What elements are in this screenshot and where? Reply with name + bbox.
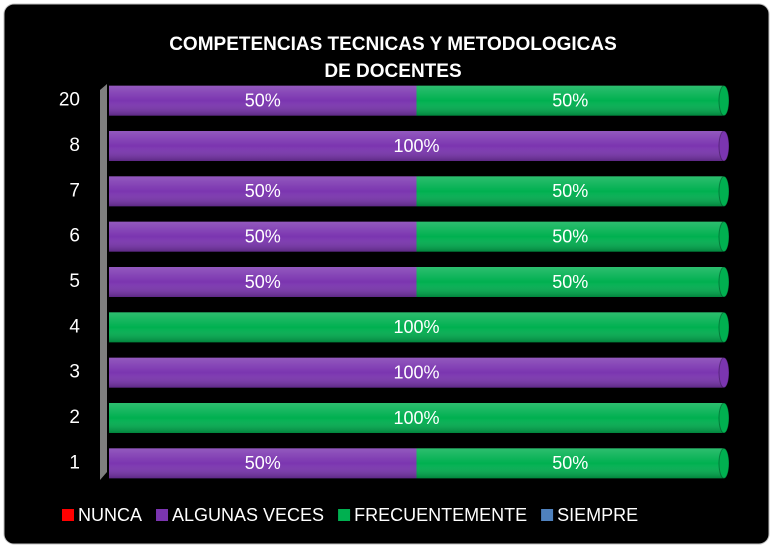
- data-label: 50%: [245, 453, 281, 473]
- bar-cap: [718, 130, 730, 162]
- bar-cap: [718, 447, 730, 479]
- bar-shade: [109, 357, 724, 388]
- legend-marker: [156, 509, 169, 521]
- y-tick-label: 7: [69, 180, 80, 201]
- bar-shade: [416, 176, 724, 207]
- y-tick-label: 4: [69, 316, 80, 337]
- bar-cap: [718, 357, 730, 389]
- data-label: 100%: [393, 317, 439, 337]
- data-label: 50%: [245, 181, 281, 201]
- bar-shade: [416, 448, 724, 479]
- bar-shade: [109, 448, 417, 479]
- data-label: 100%: [393, 408, 439, 428]
- bar-shade: [109, 176, 417, 207]
- bar-shade: [416, 85, 724, 116]
- y-tick-label: 5: [69, 271, 80, 292]
- legend-label: NUNCA: [78, 505, 142, 525]
- data-label: 50%: [552, 272, 588, 292]
- data-label: 50%: [245, 272, 281, 292]
- legend-marker: [541, 509, 554, 521]
- bar-cap: [718, 311, 730, 343]
- y-tick-label: 8: [69, 135, 80, 156]
- bar-cap: [718, 175, 730, 207]
- chart-title: COMPETENCIAS TECNICAS Y METODOLOGICAS: [169, 34, 617, 55]
- bar-shade: [109, 403, 724, 433]
- y-tick-label: 6: [69, 226, 80, 247]
- bar-shade: [109, 267, 417, 297]
- axis-wall: [100, 84, 107, 480]
- data-label: 50%: [245, 226, 281, 246]
- y-tick-label: 2: [69, 407, 80, 428]
- bar-shade: [109, 85, 417, 116]
- bar-cap: [718, 402, 730, 434]
- bar-shade: [416, 267, 724, 297]
- data-label: 100%: [393, 362, 439, 382]
- chart-subtitle: DE DOCENTES: [324, 61, 461, 82]
- bar-cap: [718, 221, 730, 253]
- legend-label: FRECUENTEMENTE: [354, 505, 527, 525]
- legend-marker: [62, 509, 74, 521]
- data-label: 50%: [245, 90, 281, 110]
- y-tick-label: 20: [59, 90, 80, 111]
- bar-cap: [718, 266, 730, 298]
- y-tick-label: 3: [69, 362, 80, 383]
- bar-shade: [109, 312, 724, 343]
- bar-shade: [416, 221, 724, 252]
- data-label: 50%: [552, 181, 588, 201]
- bar-shade: [109, 131, 724, 161]
- legend-marker: [338, 509, 351, 521]
- data-label: 50%: [552, 90, 588, 110]
- data-label: 50%: [552, 453, 588, 473]
- data-label: 100%: [393, 136, 439, 156]
- data-label: 50%: [552, 226, 588, 246]
- bar-shade: [109, 221, 417, 252]
- bar-cap: [718, 85, 730, 117]
- legend-label: ALGUNAS VECES: [172, 505, 324, 525]
- y-tick-label: 1: [69, 452, 80, 473]
- legend-label: SIEMPRE: [557, 505, 638, 525]
